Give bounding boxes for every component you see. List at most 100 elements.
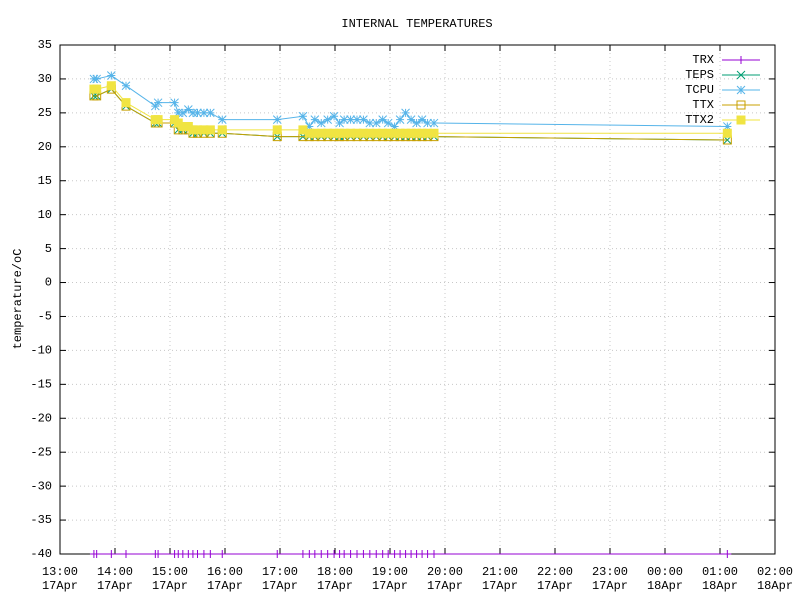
marker — [217, 115, 227, 125]
marker — [406, 115, 416, 125]
marker — [323, 115, 333, 125]
y-tick-label: -35 — [30, 513, 52, 527]
x-tick-label: 15:00 — [152, 565, 188, 579]
marker — [722, 122, 732, 131]
x-tick-label: 14:00 — [97, 565, 133, 579]
marker — [335, 118, 344, 128]
x-tick-label: 23:00 — [592, 565, 628, 579]
y-tick-label: 25 — [38, 106, 52, 120]
marker — [346, 115, 355, 125]
marker — [378, 115, 388, 125]
marker — [173, 108, 183, 118]
marker — [736, 100, 746, 110]
legend-label: TCPU — [685, 83, 714, 97]
y-tick-label: -10 — [30, 344, 52, 358]
marker — [722, 128, 732, 138]
x-tick-label: 17Apr — [207, 579, 243, 593]
x-tick-label: 17Apr — [317, 579, 353, 593]
y-tick-label: 35 — [38, 38, 52, 52]
marker — [122, 550, 130, 558]
x-tick-label: 16:00 — [207, 565, 243, 579]
x-tick-label: 01:00 — [702, 565, 738, 579]
legend-label: TTX — [692, 98, 714, 112]
y-tick-label: -20 — [30, 411, 52, 425]
marker — [217, 125, 227, 135]
marker — [205, 125, 215, 135]
marker — [395, 115, 405, 125]
y-tick-label: 15 — [38, 174, 52, 188]
marker — [723, 550, 732, 558]
marker — [106, 71, 116, 80]
marker — [417, 115, 427, 125]
x-tick-label: 22:00 — [537, 565, 573, 579]
marker — [359, 115, 368, 125]
plot-frame — [59, 44, 776, 555]
marker — [298, 111, 308, 121]
x-tick-label: 17Apr — [482, 579, 518, 593]
y-tick-label: -25 — [30, 445, 52, 459]
marker — [92, 550, 101, 558]
y-tick-label: -40 — [30, 547, 52, 561]
y-tick-label: 5 — [45, 242, 52, 256]
x-tick-label: 18Apr — [757, 579, 793, 593]
marker — [339, 115, 349, 125]
marker — [92, 84, 102, 94]
marker — [218, 550, 227, 558]
chart-title: INTERNAL TEMPERATURES — [341, 17, 492, 31]
x-tick-label: 18Apr — [647, 579, 683, 593]
x-tick-label: 19:00 — [372, 565, 408, 579]
marker — [92, 74, 102, 84]
marker — [736, 70, 746, 80]
marker — [310, 115, 320, 125]
x-tick-label: 17Apr — [152, 579, 188, 593]
x-tick-label: 17:00 — [262, 565, 298, 579]
marker — [383, 118, 393, 128]
y-tick-label: 0 — [45, 276, 52, 290]
x-tick-label: 02:00 — [757, 565, 793, 579]
y-tick-label: -30 — [30, 479, 52, 493]
marker — [316, 118, 326, 128]
marker — [390, 122, 399, 131]
marker — [153, 98, 163, 108]
x-tick-label: 17Apr — [537, 579, 573, 593]
x-tick-label: 17Apr — [427, 579, 463, 593]
marker — [736, 115, 746, 125]
y-tick-label: -5 — [38, 310, 52, 324]
marker — [153, 115, 163, 125]
legend-label: TRX — [692, 53, 714, 67]
marker — [352, 115, 362, 125]
marker — [329, 111, 339, 121]
marker — [737, 56, 745, 64]
marker — [272, 115, 282, 125]
marker — [121, 98, 131, 108]
marker — [430, 550, 438, 558]
marker — [272, 125, 282, 135]
y-tick-label: 10 — [38, 208, 52, 222]
x-tick-label: 20:00 — [427, 565, 463, 579]
marker — [199, 108, 209, 118]
x-tick-label: 17Apr — [262, 579, 298, 593]
marker — [736, 85, 746, 95]
y-tick-label: 20 — [38, 140, 52, 154]
marker — [423, 118, 432, 128]
legend-label: TTX2 — [685, 113, 714, 127]
marker — [429, 128, 439, 138]
marker — [188, 108, 198, 118]
marker — [429, 118, 439, 128]
marker — [154, 550, 163, 558]
marker — [371, 118, 381, 128]
x-tick-label: 13:00 — [42, 565, 78, 579]
x-tick-label: 17Apr — [42, 579, 78, 593]
x-tick-label: 17Apr — [372, 579, 408, 593]
x-tick-label: 00:00 — [647, 565, 683, 579]
x-tick-label: 17Apr — [97, 579, 133, 593]
x-tick-label: 21:00 — [482, 565, 518, 579]
marker — [304, 122, 314, 131]
marker — [205, 108, 215, 118]
x-tick-label: 18Apr — [702, 579, 738, 593]
marker — [401, 108, 410, 118]
x-tick-label: 17Apr — [592, 579, 628, 593]
marker — [206, 550, 215, 558]
marker — [106, 81, 116, 91]
